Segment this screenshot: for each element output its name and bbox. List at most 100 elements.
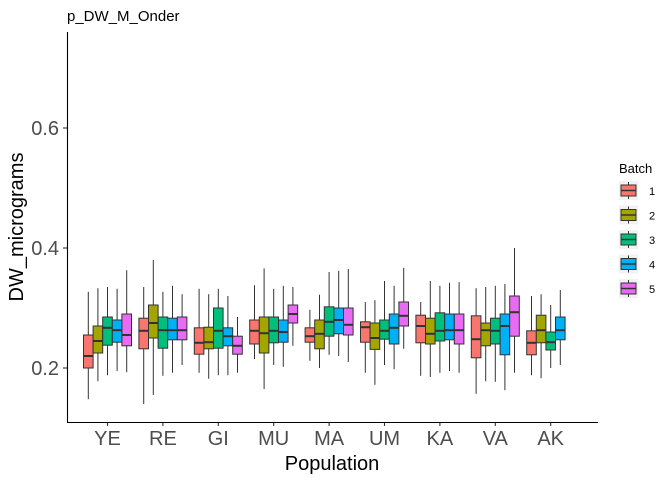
box-iqr [535, 314, 547, 344]
box-ma-batch-3 [323, 272, 335, 355]
box-iqr [415, 314, 426, 344]
x-tick-label: VA [483, 428, 509, 450]
box-um-batch-5 [398, 267, 409, 349]
box-va-batch-4 [499, 284, 511, 391]
box-ye-batch-3 [102, 287, 113, 376]
box-iqr [157, 316, 169, 349]
legend-item-batch-1: 1 [619, 181, 655, 200]
x-tick-label: MA [314, 428, 345, 450]
box-iqr [499, 313, 511, 356]
box-ma-batch-2 [314, 294, 325, 368]
y-tick-label: 0.2 [31, 358, 59, 380]
box-gi-batch-3 [213, 288, 224, 376]
box-iqr [167, 317, 178, 341]
box-iqr [470, 315, 482, 359]
legend-label: 5 [649, 284, 655, 296]
box-mu-batch-5 [287, 287, 299, 346]
legend-label: 4 [649, 260, 655, 272]
box-mu-batch-3 [268, 288, 279, 365]
x-tick-label: AK [537, 428, 564, 450]
box-va-batch-2 [480, 287, 491, 382]
box-um-batch-3 [379, 281, 390, 365]
box-iqr [434, 312, 446, 342]
box-re-batch-4 [167, 285, 178, 373]
legend-label: 1 [649, 186, 655, 198]
legend: Batch 1 2 3 4 5 [619, 161, 655, 298]
box-re-batch-1 [138, 287, 149, 404]
legend-item-batch-3: 3 [619, 230, 655, 249]
box-ka-batch-4 [444, 282, 455, 371]
box-iqr [545, 331, 557, 351]
box-iqr [203, 326, 214, 350]
box-re-batch-2 [148, 260, 159, 395]
box-iqr [360, 321, 371, 343]
box-ma-batch-5 [343, 269, 354, 362]
box-iqr [121, 313, 133, 347]
box-ak-batch-3 [545, 305, 557, 368]
box-va-batch-3 [490, 285, 501, 382]
box-ma-batch-4 [333, 270, 344, 356]
box-iqr [509, 295, 520, 337]
box-ak-batch-1 [526, 296, 537, 376]
box-mu-batch-1 [249, 285, 260, 359]
box-ak-batch-2 [535, 294, 547, 379]
x-tick-label: GI [208, 428, 229, 450]
box-iqr [425, 317, 436, 345]
box-iqr [148, 304, 159, 339]
box-va-batch-1 [470, 288, 482, 394]
box-ma-batch-1 [304, 309, 316, 361]
box-iqr [213, 307, 224, 349]
y-tick-label: 0.4 [31, 238, 59, 260]
box-ye-batch-2 [92, 288, 104, 382]
legend-label: 2 [649, 211, 655, 223]
legend-title: Batch [619, 161, 652, 176]
y-axis-ticks: 0.2 0.4 0.6 [31, 118, 67, 380]
box-gi-batch-2 [203, 294, 214, 379]
box-iqr [83, 334, 94, 369]
box-iqr [388, 313, 400, 345]
x-tick-label: MU [258, 428, 289, 450]
x-tick-label: KA [427, 428, 454, 450]
box-um-batch-2 [369, 300, 381, 385]
legend-label: 3 [649, 235, 655, 247]
x-tick-label: YE [94, 428, 121, 450]
box-ka-batch-5 [453, 282, 465, 373]
box-ye-batch-5 [121, 270, 133, 373]
box-iqr [555, 316, 566, 341]
x-tick-label: UM [369, 428, 400, 450]
y-tick-label: 0.6 [31, 118, 59, 140]
box-iqr [480, 322, 491, 347]
box-iqr [398, 301, 409, 327]
box-iqr [453, 313, 465, 345]
box-iqr [193, 327, 205, 355]
box-iqr [343, 307, 354, 336]
box-iqr [92, 325, 104, 354]
box-um-batch-1 [360, 302, 371, 373]
legend-item-batch-4: 4 [619, 254, 655, 274]
box-ka-batch-1 [415, 302, 426, 376]
box-iqr [258, 316, 270, 354]
box-um-batch-4 [388, 285, 400, 370]
box-iqr [379, 319, 390, 340]
box-re-batch-3 [157, 291, 169, 376]
x-tick-label: RE [149, 428, 177, 450]
box-mu-batch-4 [278, 285, 289, 367]
box-mu-batch-2 [258, 268, 270, 389]
box-ka-batch-3 [434, 285, 446, 373]
box-ka-batch-2 [425, 281, 436, 377]
x-axis-ticks: YE RE GI MU MA UM KA VA AK [94, 422, 565, 450]
x-axis-title: Population [285, 453, 380, 475]
box-gi-batch-5 [232, 317, 243, 373]
y-axis-title: DW_micrograms [6, 153, 28, 302]
plot-area [83, 248, 566, 404]
box-iqr [249, 319, 260, 345]
box-ye-batch-1 [83, 291, 94, 400]
box-iqr [444, 313, 455, 341]
box-ye-batch-4 [111, 288, 123, 371]
legend-item-batch-2: 2 [619, 205, 655, 225]
box-iqr [102, 316, 113, 346]
box-re-batch-5 [176, 294, 188, 365]
box-iqr [304, 327, 316, 343]
box-gi-batch-1 [193, 288, 205, 373]
